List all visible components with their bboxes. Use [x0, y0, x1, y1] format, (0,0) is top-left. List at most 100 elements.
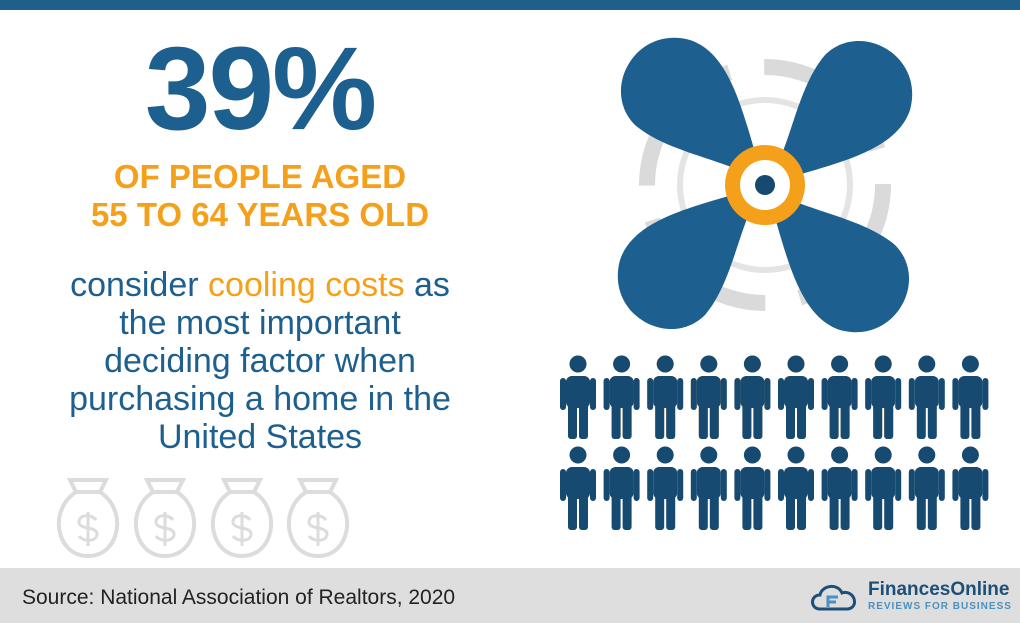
body-line: the most important	[119, 304, 401, 342]
person	[647, 355, 684, 439]
head	[569, 446, 587, 464]
arm	[633, 378, 640, 410]
leg	[840, 494, 850, 530]
person	[560, 355, 596, 439]
arm	[734, 469, 741, 501]
leg	[709, 403, 719, 439]
arm	[938, 469, 945, 501]
arm	[851, 469, 858, 501]
leg	[960, 494, 970, 530]
leg	[829, 403, 839, 439]
footer: Source: National Association of Realtors…	[0, 568, 1020, 623]
leg	[916, 403, 926, 439]
person	[734, 446, 771, 530]
person	[778, 355, 814, 439]
arm	[908, 378, 915, 410]
leg	[829, 494, 839, 530]
leg	[884, 403, 894, 439]
arm	[764, 469, 771, 501]
money-bag	[134, 478, 196, 559]
head	[874, 446, 892, 464]
head	[831, 446, 849, 464]
leg	[753, 403, 763, 439]
torso	[914, 376, 939, 408]
leg	[884, 494, 894, 530]
person	[908, 446, 945, 530]
leg	[797, 403, 806, 439]
dollar	[154, 512, 176, 546]
head	[918, 355, 936, 373]
torso	[696, 376, 721, 408]
person	[734, 355, 771, 439]
arm	[647, 378, 654, 410]
body-line: purchasing a home in the	[69, 380, 451, 418]
money-bag	[287, 478, 349, 559]
leg	[698, 403, 708, 439]
logo-icon	[811, 585, 857, 611]
torso	[653, 467, 678, 499]
torso	[871, 467, 896, 499]
body-text: consider cooling costs as the most impor…	[20, 266, 500, 456]
arm	[982, 469, 989, 501]
arm	[952, 378, 959, 410]
arm	[938, 378, 945, 410]
leg	[786, 403, 795, 439]
artwork	[57, 37, 989, 559]
source: Source: National Association of Realtors…	[22, 586, 456, 609]
person	[821, 355, 858, 439]
arm	[908, 469, 915, 501]
person	[865, 355, 902, 439]
fan-hub-dot	[755, 175, 775, 195]
arm	[590, 378, 596, 410]
head	[613, 446, 631, 464]
arm	[590, 469, 596, 501]
leg	[873, 403, 883, 439]
torso	[914, 467, 939, 499]
head	[918, 446, 936, 464]
leg	[698, 494, 708, 530]
subhead: OF PEOPLE AGED 55 TO 64 YEARS OLD	[20, 158, 500, 234]
head	[569, 355, 587, 373]
arm	[778, 469, 784, 501]
fan-blades	[617, 37, 913, 333]
arm	[690, 469, 697, 501]
person	[865, 446, 902, 530]
fan-ring	[639, 59, 891, 311]
body-line: consider cooling costs as	[20, 266, 500, 304]
text: as	[404, 266, 450, 304]
brand: FinancesOnline	[868, 579, 1010, 600]
bag-top	[66, 478, 110, 493]
dollar	[231, 512, 253, 546]
leg	[666, 403, 676, 439]
money-bags	[57, 478, 349, 559]
arm	[690, 378, 697, 410]
arm	[952, 469, 959, 501]
torso	[740, 376, 765, 408]
person	[821, 446, 858, 530]
torso	[609, 467, 634, 499]
person	[647, 446, 684, 530]
leg	[840, 403, 850, 439]
fan-ring-inner	[677, 97, 853, 273]
leg	[655, 403, 665, 439]
person	[603, 446, 640, 530]
person	[778, 446, 814, 530]
subhead-line: OF PEOPLE AGED	[113, 158, 407, 195]
torso	[871, 376, 896, 408]
torso	[653, 376, 678, 408]
body-line: deciding factor when	[104, 342, 416, 380]
torso	[740, 467, 765, 499]
arm	[865, 378, 872, 410]
arm	[560, 469, 566, 501]
leg	[960, 403, 970, 439]
torso	[696, 467, 721, 499]
leg	[873, 494, 883, 530]
arm	[895, 469, 902, 501]
bag-top	[220, 478, 264, 493]
body-line: United States	[157, 418, 363, 456]
dollar	[307, 512, 329, 546]
top-bar	[0, 0, 1020, 10]
leg	[568, 494, 577, 530]
leg	[916, 494, 926, 530]
arm	[677, 378, 684, 410]
